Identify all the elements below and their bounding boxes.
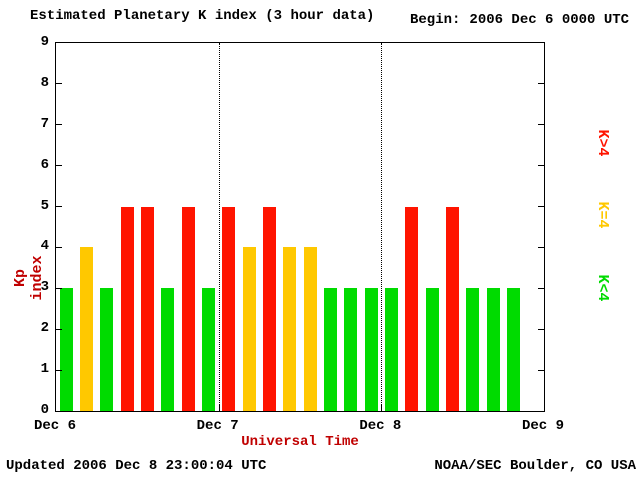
y-tick-label: 7 — [40, 115, 49, 132]
chart-title: Estimated Planetary K index (3 hour data… — [30, 8, 375, 24]
kp-bar — [405, 206, 419, 411]
kp-bar — [80, 247, 93, 411]
y-tick-mark — [538, 287, 544, 289]
plot-area — [55, 42, 545, 412]
y-tick-mark — [538, 206, 544, 208]
x-day-label: Dec 6 — [33, 418, 76, 434]
y-tick-mark — [538, 165, 544, 167]
kp-bar — [364, 288, 378, 411]
kp-bar — [59, 288, 73, 411]
y-tick-mark — [538, 83, 544, 85]
kp-bar — [100, 288, 114, 411]
legend-item-k-gt-4: K>4 — [594, 129, 611, 157]
y-tick-mark — [56, 165, 62, 167]
y-tick-mark — [538, 328, 544, 330]
y-tick-mark — [56, 124, 62, 126]
begin-value: 2006 Dec 6 0000 UTC — [469, 12, 630, 28]
kp-bar — [161, 288, 175, 411]
y-tick-mark — [56, 369, 62, 371]
y-tick-mark — [538, 246, 544, 248]
kp-bar — [303, 247, 317, 411]
y-tick-mark — [538, 369, 544, 371]
y-tick-label: 4 — [40, 238, 49, 255]
kp-bar — [446, 206, 459, 411]
kp-bar — [202, 288, 215, 411]
legend-item-k-lt-4: K<4 — [594, 274, 611, 302]
legend-item-k-eq-4: K=4 — [594, 201, 611, 229]
day-gridline — [381, 43, 383, 411]
y-tick-label: 5 — [40, 197, 49, 214]
x-tick-mark — [218, 405, 220, 411]
kp-bar — [385, 288, 398, 411]
y-axis-label: Kp index — [12, 255, 46, 301]
y-tick-mark — [538, 124, 544, 126]
day-gridline — [218, 43, 220, 411]
x-day-label: Dec 8 — [359, 418, 402, 434]
kp-bar — [507, 288, 520, 411]
kp-bar — [324, 288, 337, 411]
kp-bar — [283, 247, 297, 411]
y-tick-mark — [56, 287, 62, 289]
kp-bar — [181, 206, 195, 411]
updated-text: Updated 2006 Dec 8 23:00:04 UTC — [6, 458, 267, 474]
begin-label: Begin: — [410, 12, 461, 28]
y-tick-label: 9 — [40, 34, 49, 50]
y-tick-mark — [56, 206, 62, 208]
begin-line: Begin: 2006 Dec 6 0000 UTC — [410, 12, 629, 28]
kp-bar — [222, 206, 236, 411]
kp-bar — [263, 206, 276, 411]
kp-bar — [466, 288, 480, 411]
y-tick-mark — [56, 83, 62, 85]
y-tick-label: 2 — [40, 320, 49, 337]
y-tick-mark — [56, 328, 62, 330]
y-tick-label: 3 — [40, 279, 49, 296]
kp-bar — [120, 206, 134, 411]
kp-bar — [425, 288, 439, 411]
y-tick-label: 1 — [40, 361, 49, 378]
x-day-label: Dec 9 — [521, 418, 564, 434]
kp-bar — [344, 288, 358, 411]
y-tick-label: 8 — [40, 74, 49, 91]
y-tick-label: 6 — [40, 156, 49, 173]
y-tick-mark — [56, 246, 62, 248]
source-text: NOAA/SEC Boulder, CO USA — [434, 458, 636, 474]
kp-bar — [486, 288, 500, 411]
kp-bar — [242, 247, 256, 411]
x-tick-mark — [381, 405, 383, 411]
y-tick-label: 0 — [40, 402, 49, 418]
kp-bar — [141, 206, 154, 411]
x-axis-label: Universal Time — [241, 434, 359, 450]
x-day-label: Dec 7 — [196, 418, 239, 434]
